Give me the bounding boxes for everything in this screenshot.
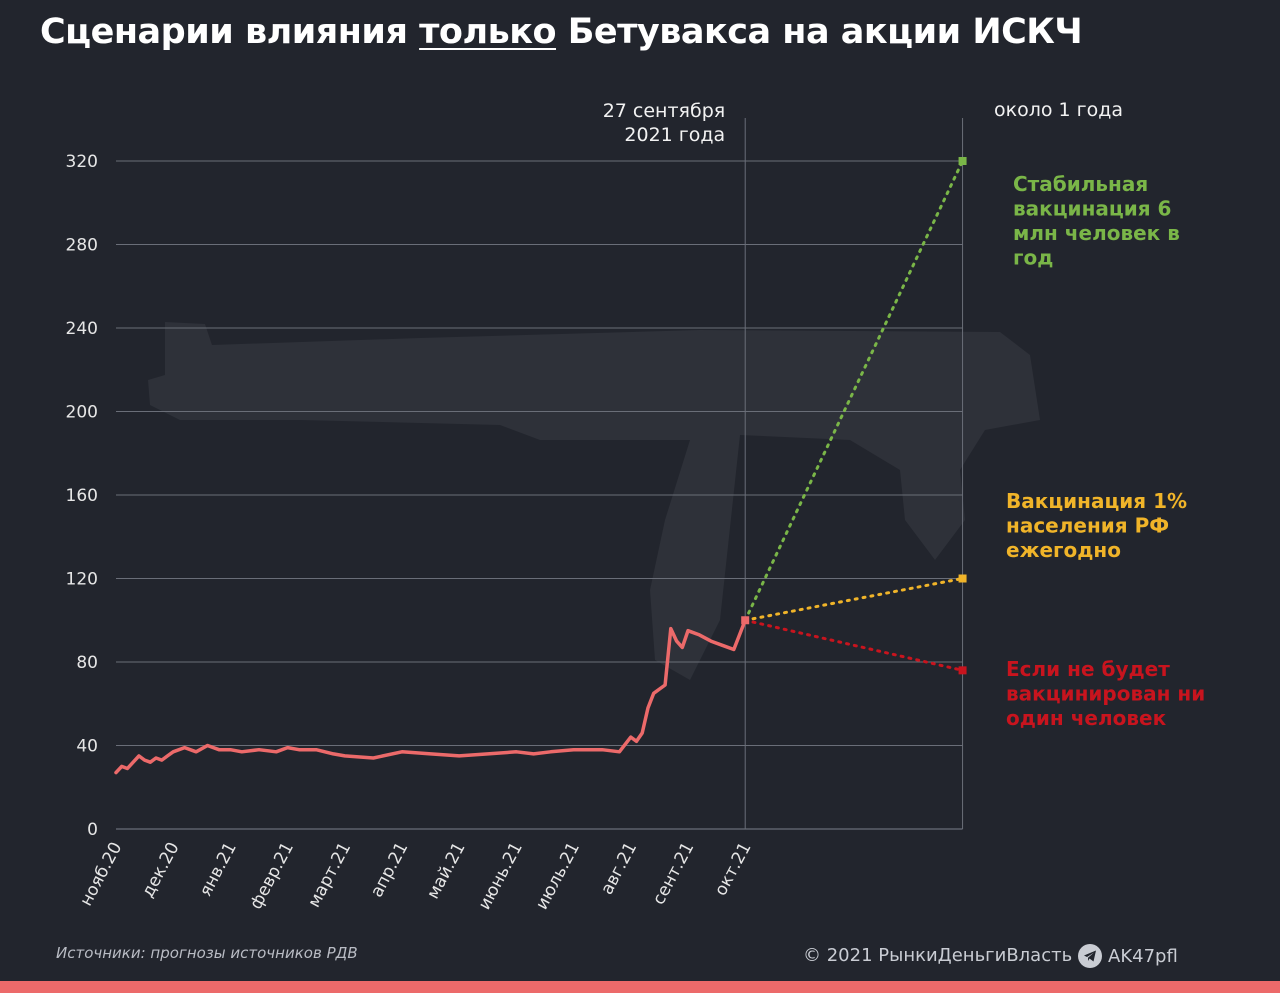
- y-tick-label: 120: [66, 570, 98, 590]
- scenario-label: Вакцинация 1%: [1006, 489, 1187, 513]
- x-tick-label: дек.20: [138, 839, 184, 901]
- scenario-line: [743, 618, 965, 672]
- y-tick-label: 320: [66, 152, 98, 172]
- y-tick-label: 240: [66, 319, 98, 339]
- y-tick-label: 40: [76, 737, 98, 757]
- x-tick-label: май.21: [423, 839, 469, 903]
- rifle-watermark-icon: [148, 322, 1040, 680]
- scenario-end-marker: [958, 574, 967, 583]
- scenario-line: [743, 159, 965, 622]
- grid-lines: [116, 160, 963, 830]
- y-tick-label: 160: [66, 486, 98, 506]
- scenario-label: год: [1013, 246, 1053, 270]
- scenario-label: вакцинирован ни: [1006, 682, 1205, 706]
- title-underlined-word: только: [419, 12, 557, 52]
- y-tick-label: 0: [87, 820, 98, 840]
- x-tick-label: нояб.20: [76, 839, 126, 910]
- source-note: Источники: прогнозы источников РДВ: [56, 944, 358, 962]
- price-line: [114, 618, 747, 775]
- title-part-1: Сценарии влияния: [40, 12, 420, 52]
- scenario-label: Если не будет: [1006, 657, 1170, 681]
- y-axis-ticks: 0 40 80 120 160 200 240 280 320: [66, 152, 98, 840]
- channel-link[interactable]: AK47pfl: [1078, 944, 1178, 968]
- x-tick-label: апр.21: [367, 839, 413, 901]
- bottom-accent-bar: [0, 981, 1280, 993]
- scenario-label: Стабильная: [1013, 172, 1148, 196]
- x-tick-label: март.21: [304, 839, 355, 911]
- y-tick-label: 280: [66, 236, 98, 256]
- scenario-line: [743, 577, 965, 622]
- y-tick-label: 200: [66, 403, 98, 423]
- x-tick-label: окт.21: [711, 839, 756, 899]
- channel-name: AK47pfl: [1108, 945, 1178, 967]
- y-tick-label: 80: [76, 653, 98, 673]
- scenario-label: ежегодно: [1006, 538, 1121, 562]
- x-tick-label: авг.21: [597, 839, 641, 898]
- vertical-markers: [744, 118, 964, 829]
- x-tick-label: июль.21: [532, 839, 584, 913]
- scenario-label: населения РФ: [1006, 514, 1169, 538]
- x-axis-ticks: нояб.20 дек.20 янв.21 февр.21 март.21 апр.21 м…: [76, 839, 755, 913]
- scenario-end-marker: [958, 666, 967, 675]
- scenario-end-marker: [958, 157, 967, 165]
- copyright-text: © 2021 РынкиДеньгиВласть: [803, 945, 1073, 966]
- title-part-2: Бетувакса на акции ИСКЧ: [556, 12, 1083, 52]
- marker-date-label: 2021 года: [624, 124, 725, 146]
- scenario-label: один человек: [1006, 706, 1167, 730]
- scenario-label: вакцинация 6: [1013, 197, 1171, 221]
- scenario-label: млн человек в: [1013, 221, 1180, 245]
- x-tick-label: февр.21: [246, 839, 298, 913]
- x-tick-label: янв.21: [196, 839, 241, 900]
- x-tick-label: июнь.21: [475, 839, 527, 913]
- price-series: [114, 618, 747, 775]
- horizon-label: около 1 года: [994, 99, 1123, 121]
- marker-date-label: 27 сентября: [603, 100, 725, 122]
- x-tick-label: сент.21: [649, 839, 699, 908]
- chart-title: Сценарии влияния только Бетувакса на акц…: [40, 12, 1083, 52]
- telegram-icon: [1078, 944, 1102, 968]
